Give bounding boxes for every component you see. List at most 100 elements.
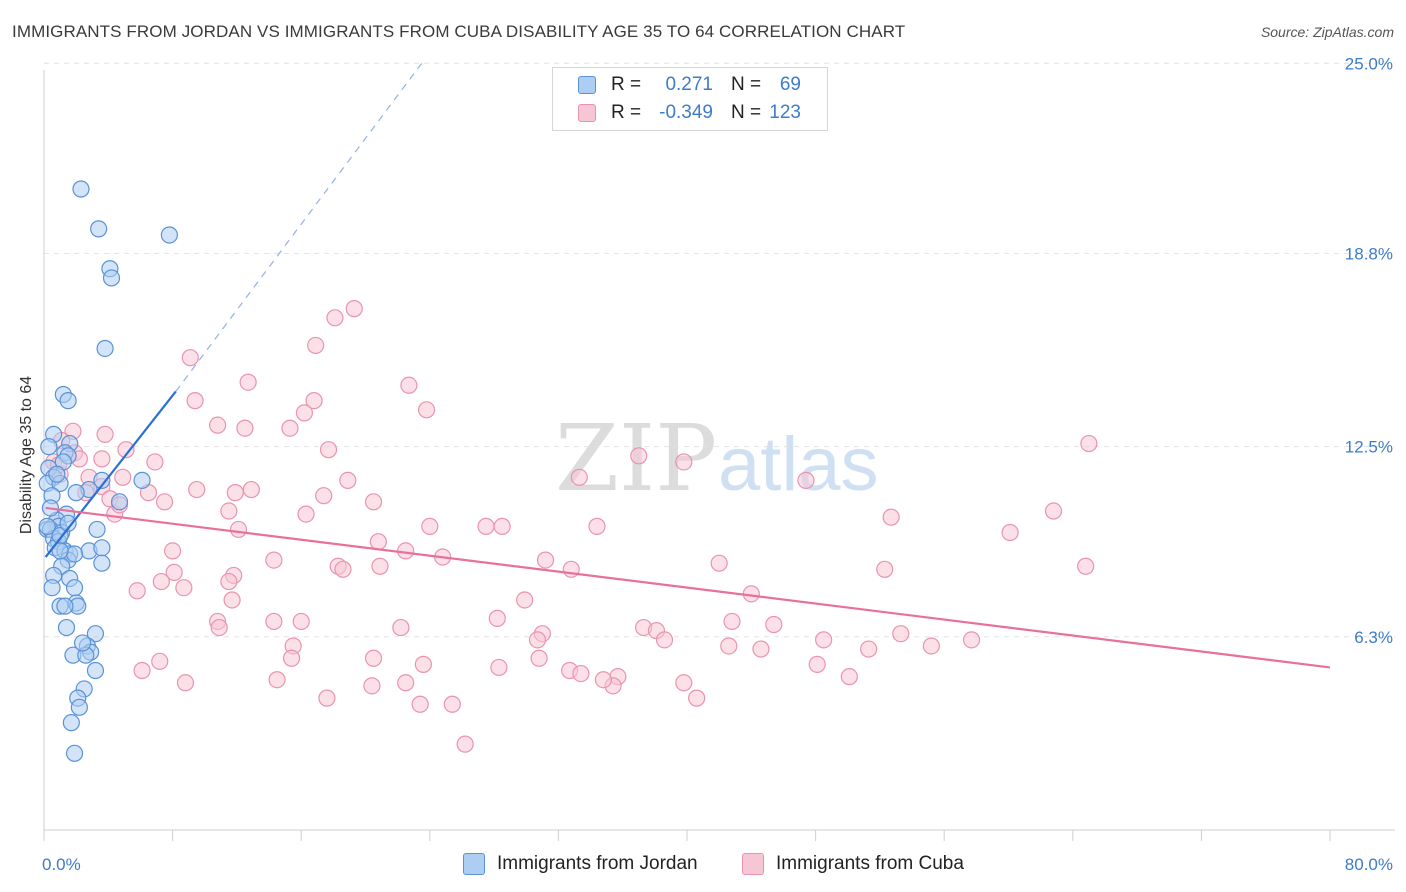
cuba-point bbox=[400, 376, 418, 394]
cuba-point bbox=[265, 612, 283, 631]
cuba-point bbox=[220, 502, 238, 520]
cuba-point bbox=[176, 674, 195, 692]
cuba-point bbox=[922, 637, 940, 655]
cuba-point bbox=[688, 689, 706, 707]
cuba-point bbox=[456, 735, 474, 753]
cuba-point bbox=[630, 447, 648, 465]
cuba-r-value: -0.349 bbox=[659, 102, 713, 123]
cuba-point bbox=[364, 649, 383, 667]
cuba-point bbox=[146, 453, 164, 471]
cuba-point bbox=[315, 487, 333, 505]
cuba-point bbox=[282, 649, 301, 667]
cuba-point bbox=[265, 551, 283, 569]
jordan-swatch bbox=[578, 76, 596, 94]
cuba-point bbox=[292, 612, 310, 631]
cuba-point bbox=[239, 373, 257, 391]
jordan-point bbox=[51, 542, 69, 560]
jordan-legend-swatch bbox=[463, 853, 485, 875]
cuba-point bbox=[710, 554, 728, 572]
cuba-point bbox=[114, 468, 132, 486]
cuba-point bbox=[151, 652, 169, 670]
cuba-legend-swatch bbox=[742, 853, 764, 875]
cuba-point bbox=[242, 480, 260, 499]
legend-r-label: R = bbox=[611, 74, 642, 95]
cuba-point bbox=[345, 300, 363, 318]
cuba-trend-line bbox=[45, 506, 1331, 669]
cuba-point bbox=[181, 349, 199, 367]
jordan-points bbox=[38, 180, 178, 762]
cuba-point bbox=[188, 480, 206, 499]
jordan-point bbox=[86, 625, 105, 643]
cuba-point bbox=[281, 419, 299, 437]
cuba-point bbox=[363, 677, 381, 695]
cuba-point bbox=[319, 441, 338, 459]
jordan-point bbox=[40, 438, 58, 456]
jordan-point bbox=[160, 226, 178, 244]
jordan-point bbox=[65, 579, 84, 597]
cuba-point bbox=[815, 631, 833, 649]
cuba-point bbox=[443, 695, 461, 713]
cuba-point bbox=[334, 560, 352, 578]
jordan-n-value: 69 bbox=[779, 74, 801, 95]
jordan-point bbox=[90, 220, 108, 238]
legend-row-jordan: R = 0.271 N = 69 bbox=[553, 72, 827, 100]
cuba-point bbox=[1080, 434, 1098, 453]
jordan-point bbox=[93, 539, 111, 557]
y-tick-label: 25.0% bbox=[1345, 54, 1393, 73]
cuba-point bbox=[371, 557, 389, 575]
cuba-point bbox=[220, 572, 238, 591]
legend-row-cuba: R = -0.349 N = 123 bbox=[553, 100, 827, 128]
cuba-point bbox=[392, 618, 410, 637]
jordan-r-value: 0.271 bbox=[665, 74, 713, 95]
jordan-legend-label: Immigrants from Jordan bbox=[497, 853, 698, 874]
cuba-point bbox=[268, 671, 286, 689]
cuba-point bbox=[411, 695, 429, 713]
jordan-point bbox=[93, 554, 111, 572]
jordan-point bbox=[110, 493, 129, 511]
cuba-point bbox=[209, 416, 227, 434]
cuba-point bbox=[155, 493, 174, 511]
x-tick-label: 0.0% bbox=[42, 855, 81, 874]
jordan-point bbox=[56, 597, 74, 615]
cuba-point bbox=[369, 533, 387, 551]
cuba-point bbox=[536, 551, 555, 569]
cuba-point bbox=[1044, 502, 1063, 520]
cuba-point bbox=[236, 419, 254, 437]
y-tick-label: 18.8% bbox=[1345, 244, 1393, 263]
watermark-atlas: atlas bbox=[718, 422, 879, 507]
cuba-point bbox=[675, 674, 693, 692]
cuba-point bbox=[229, 520, 248, 539]
cuba-point bbox=[165, 563, 183, 581]
cuba-point bbox=[860, 640, 878, 658]
cuba-points bbox=[45, 300, 1098, 753]
cuba-point bbox=[117, 441, 135, 459]
jordan-point bbox=[59, 392, 77, 410]
jordan-point bbox=[48, 465, 66, 483]
cuba-point bbox=[364, 493, 383, 511]
cuba-point bbox=[675, 453, 693, 471]
cuba-point bbox=[417, 401, 436, 419]
x-tick-labels: 0.0% 80.0% bbox=[42, 855, 1393, 874]
watermark: ZIP atlas bbox=[555, 405, 879, 512]
cuba-point bbox=[488, 609, 506, 627]
cuba-point bbox=[164, 542, 182, 560]
cuba-point bbox=[892, 625, 910, 643]
cuba-point bbox=[655, 631, 674, 649]
cuba-point bbox=[1077, 557, 1095, 575]
cuba-point bbox=[133, 661, 151, 680]
y-tick-label: 12.5% bbox=[1345, 438, 1393, 457]
cuba-point bbox=[493, 517, 511, 535]
cuba-point bbox=[876, 560, 894, 578]
legend-r-label: R = bbox=[611, 102, 642, 123]
jordan-point bbox=[43, 579, 61, 597]
cuba-point bbox=[516, 591, 534, 609]
cuba-point bbox=[808, 655, 826, 673]
jordan-trend-line bbox=[44, 390, 177, 558]
cuba-point bbox=[93, 450, 111, 468]
cuba-point bbox=[152, 572, 170, 591]
cuba-point bbox=[594, 671, 613, 689]
trend-lines bbox=[44, 62, 1331, 669]
cuba-point bbox=[223, 591, 241, 609]
cuba-point bbox=[572, 664, 590, 683]
jordan-point bbox=[38, 517, 56, 535]
